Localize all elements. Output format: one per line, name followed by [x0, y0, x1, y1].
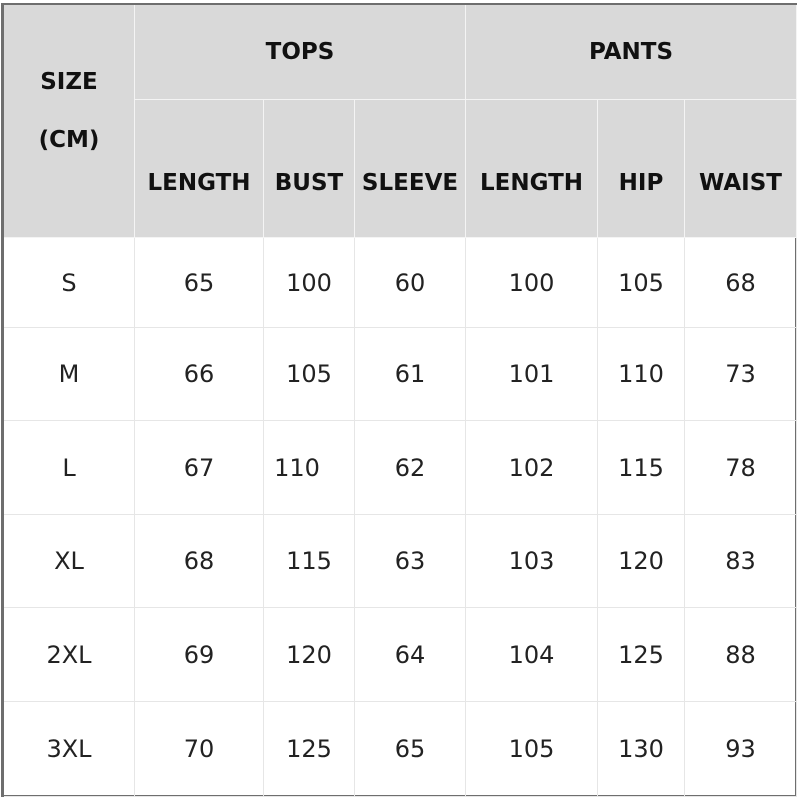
value-cell: 130: [598, 702, 685, 797]
value-cell: 105: [466, 702, 598, 797]
value-cell: 93: [685, 702, 797, 797]
size-header-label: (CM): [38, 127, 100, 153]
size-cell: L: [4, 421, 135, 515]
group-header-pants: PANTS: [466, 5, 797, 100]
value-cell: 125: [598, 608, 685, 702]
value-cell: 115: [264, 515, 355, 608]
column-header: LENGTH: [135, 100, 264, 238]
value-cell: 73: [685, 328, 797, 421]
value-cell: 104: [466, 608, 598, 702]
value-cell: 115: [598, 421, 685, 515]
value-cell: 100: [466, 238, 598, 328]
size-cell: 3XL: [4, 702, 135, 797]
value-cell: 120: [264, 608, 355, 702]
value-cell: 105: [264, 328, 355, 421]
value-cell: 65: [355, 702, 466, 797]
value-cell: 100: [264, 238, 355, 328]
size-header-label: SIZE: [40, 69, 98, 95]
value-cell: 102: [466, 421, 598, 515]
size-cell: M: [4, 328, 135, 421]
value-cell: 110: [598, 328, 685, 421]
value-cell: 83: [685, 515, 797, 608]
value-cell: 68: [135, 515, 264, 608]
column-header: WAIST: [685, 100, 797, 238]
value-cell: 61: [355, 328, 466, 421]
value-cell: 68: [685, 238, 797, 328]
value-cell: 67: [135, 421, 264, 515]
value-cell: 62: [355, 421, 466, 515]
value-cell: 125: [264, 702, 355, 797]
value-cell: 65: [135, 238, 264, 328]
value-cell: 64: [355, 608, 466, 702]
value-cell: 88: [685, 608, 797, 702]
value-cell: 110: [264, 421, 355, 515]
value-cell: 103: [466, 515, 598, 608]
column-header: BUST: [264, 100, 355, 238]
value-cell: 101: [466, 328, 598, 421]
value-cell: 60: [355, 238, 466, 328]
column-header: HIP: [598, 100, 685, 238]
group-header-tops: TOPS: [135, 5, 466, 100]
size-cell: S: [4, 238, 135, 328]
value-cell: 105: [598, 238, 685, 328]
column-header: LENGTH: [466, 100, 598, 238]
value-cell: 70: [135, 702, 264, 797]
size-cell: 2XL: [4, 608, 135, 702]
size-cell: XL: [4, 515, 135, 608]
value-cell: 63: [355, 515, 466, 608]
value-cell: 69: [135, 608, 264, 702]
value-cell: 78: [685, 421, 797, 515]
value-cell: 120: [598, 515, 685, 608]
value-cell: 66: [135, 328, 264, 421]
size-header-cell: SIZE (CM): [4, 5, 135, 238]
column-header: SLEEVE: [355, 100, 466, 238]
